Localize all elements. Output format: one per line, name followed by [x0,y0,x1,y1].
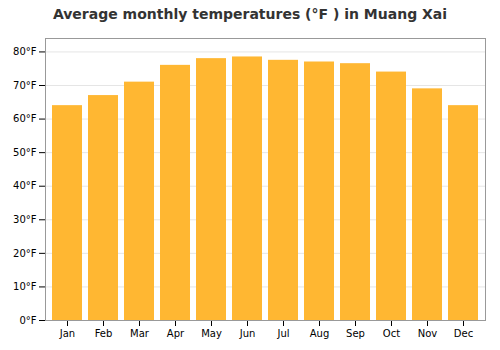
svg-text:Jun: Jun [239,328,256,339]
svg-text:0°F: 0°F [19,315,36,326]
html-text:Average monthly temperatures (: Average monthly temperatures (°F ) in Mu… [52,6,448,22]
svg-text:Jul: Jul [276,328,289,339]
svg-text:30°F: 30°F [13,214,37,225]
svg-text:Dec: Dec [454,328,473,339]
svg-text:20°F: 20°F [13,248,37,259]
svg-text:May: May [201,328,222,339]
svg-text:70°F: 70°F [13,80,37,91]
svg-text:40°F: 40°F [13,180,37,191]
svg-text:Feb: Feb [95,328,113,339]
svg-text:Oct: Oct [383,328,400,339]
svg-text:10°F: 10°F [13,281,37,292]
svg-text:Mar: Mar [130,328,150,339]
svg-text:50°F: 50°F [13,147,37,158]
svg-text:Jan: Jan [59,328,75,339]
svg-text:Sep: Sep [346,328,365,339]
svg-text:Nov: Nov [418,328,438,339]
svg-text:Aug: Aug [310,328,330,339]
svg-text:60°F: 60°F [13,113,37,124]
svg-text:80°F: 80°F [13,46,37,57]
svg-text:Apr: Apr [167,328,185,339]
